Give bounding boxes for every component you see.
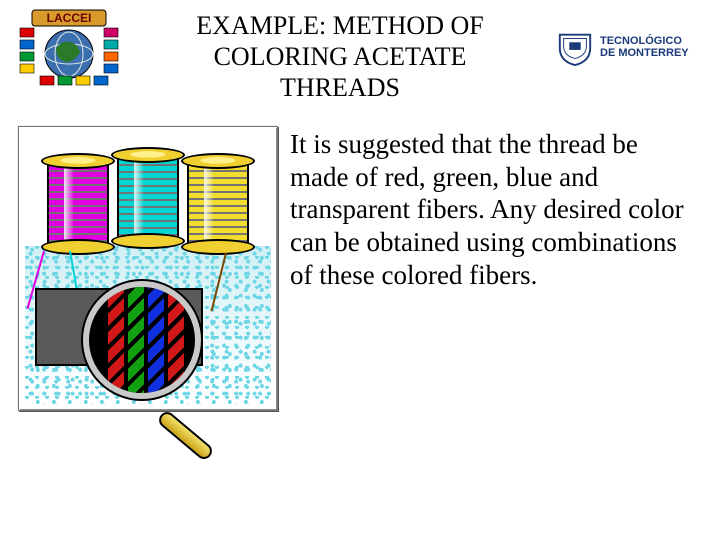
magnifier-handle xyxy=(156,408,215,461)
title-line-3: THREADS xyxy=(134,72,546,103)
slide-title: EXAMPLE: METHOD OF COLORING ACETATE THRE… xyxy=(134,8,546,104)
title-line-1: EXAMPLE: METHOD OF xyxy=(134,10,546,41)
tec-logo-text-2: DE MONTERREY xyxy=(600,48,689,60)
fiber-twist xyxy=(147,281,165,399)
title-line-2: COLORING ACETATE xyxy=(134,41,546,72)
fiber-twist xyxy=(127,281,145,399)
body-paragraph: It is suggested that the thread be made … xyxy=(290,126,702,411)
header: LACCEI EXAMPLE: METHOD OF COLORING ACETA… xyxy=(0,0,720,104)
laccei-logo-text: LACCEI xyxy=(47,11,92,25)
laccei-logo: LACCEI xyxy=(14,8,124,88)
cyan-spool xyxy=(117,155,179,243)
threads-illustration xyxy=(18,126,278,411)
magnifier-lens xyxy=(83,281,201,399)
content-row: It is suggested that the thread be made … xyxy=(0,104,720,411)
yellow-spool xyxy=(187,161,249,249)
magnifier-icon xyxy=(83,281,201,399)
fiber-twist xyxy=(107,281,125,399)
fiber-twist xyxy=(167,281,185,399)
magenta-spool xyxy=(47,161,109,249)
tec-monterrey-logo: TECNOLÓGICO DE MONTERREY xyxy=(556,18,706,78)
